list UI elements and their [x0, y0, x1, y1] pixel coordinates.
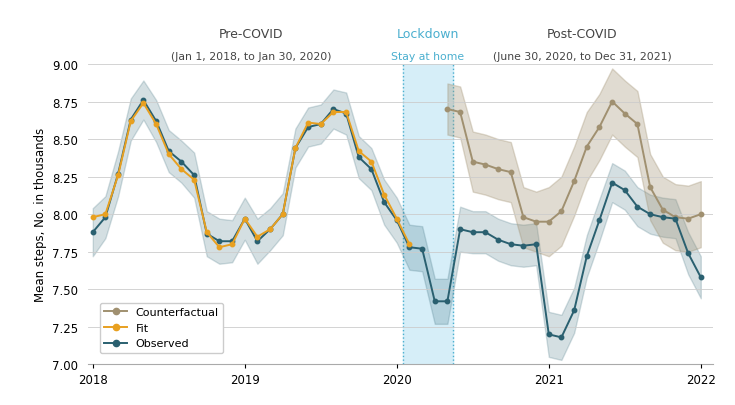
Text: (Jan 1, 2018, to Jan 30, 2020): (Jan 1, 2018, to Jan 30, 2020)	[171, 52, 331, 62]
Text: (June 30, 2020, to Dec 31, 2021): (June 30, 2020, to Dec 31, 2021)	[493, 52, 672, 62]
Text: Lockdown: Lockdown	[397, 28, 459, 41]
Bar	[403, 65, 453, 364]
Text: Post-COVID: Post-COVID	[547, 28, 617, 41]
Legend: Counterfactual, Fit, Observed: Counterfactual, Fit, Observed	[100, 303, 223, 353]
Text: Pre-COVID: Pre-COVID	[218, 28, 283, 41]
Y-axis label: Mean steps, No. in thousands: Mean steps, No. in thousands	[34, 128, 47, 302]
Text: Stay at home: Stay at home	[391, 52, 465, 62]
